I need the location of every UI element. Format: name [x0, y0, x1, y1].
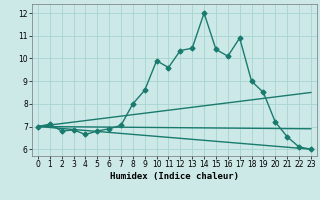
- X-axis label: Humidex (Indice chaleur): Humidex (Indice chaleur): [110, 172, 239, 181]
